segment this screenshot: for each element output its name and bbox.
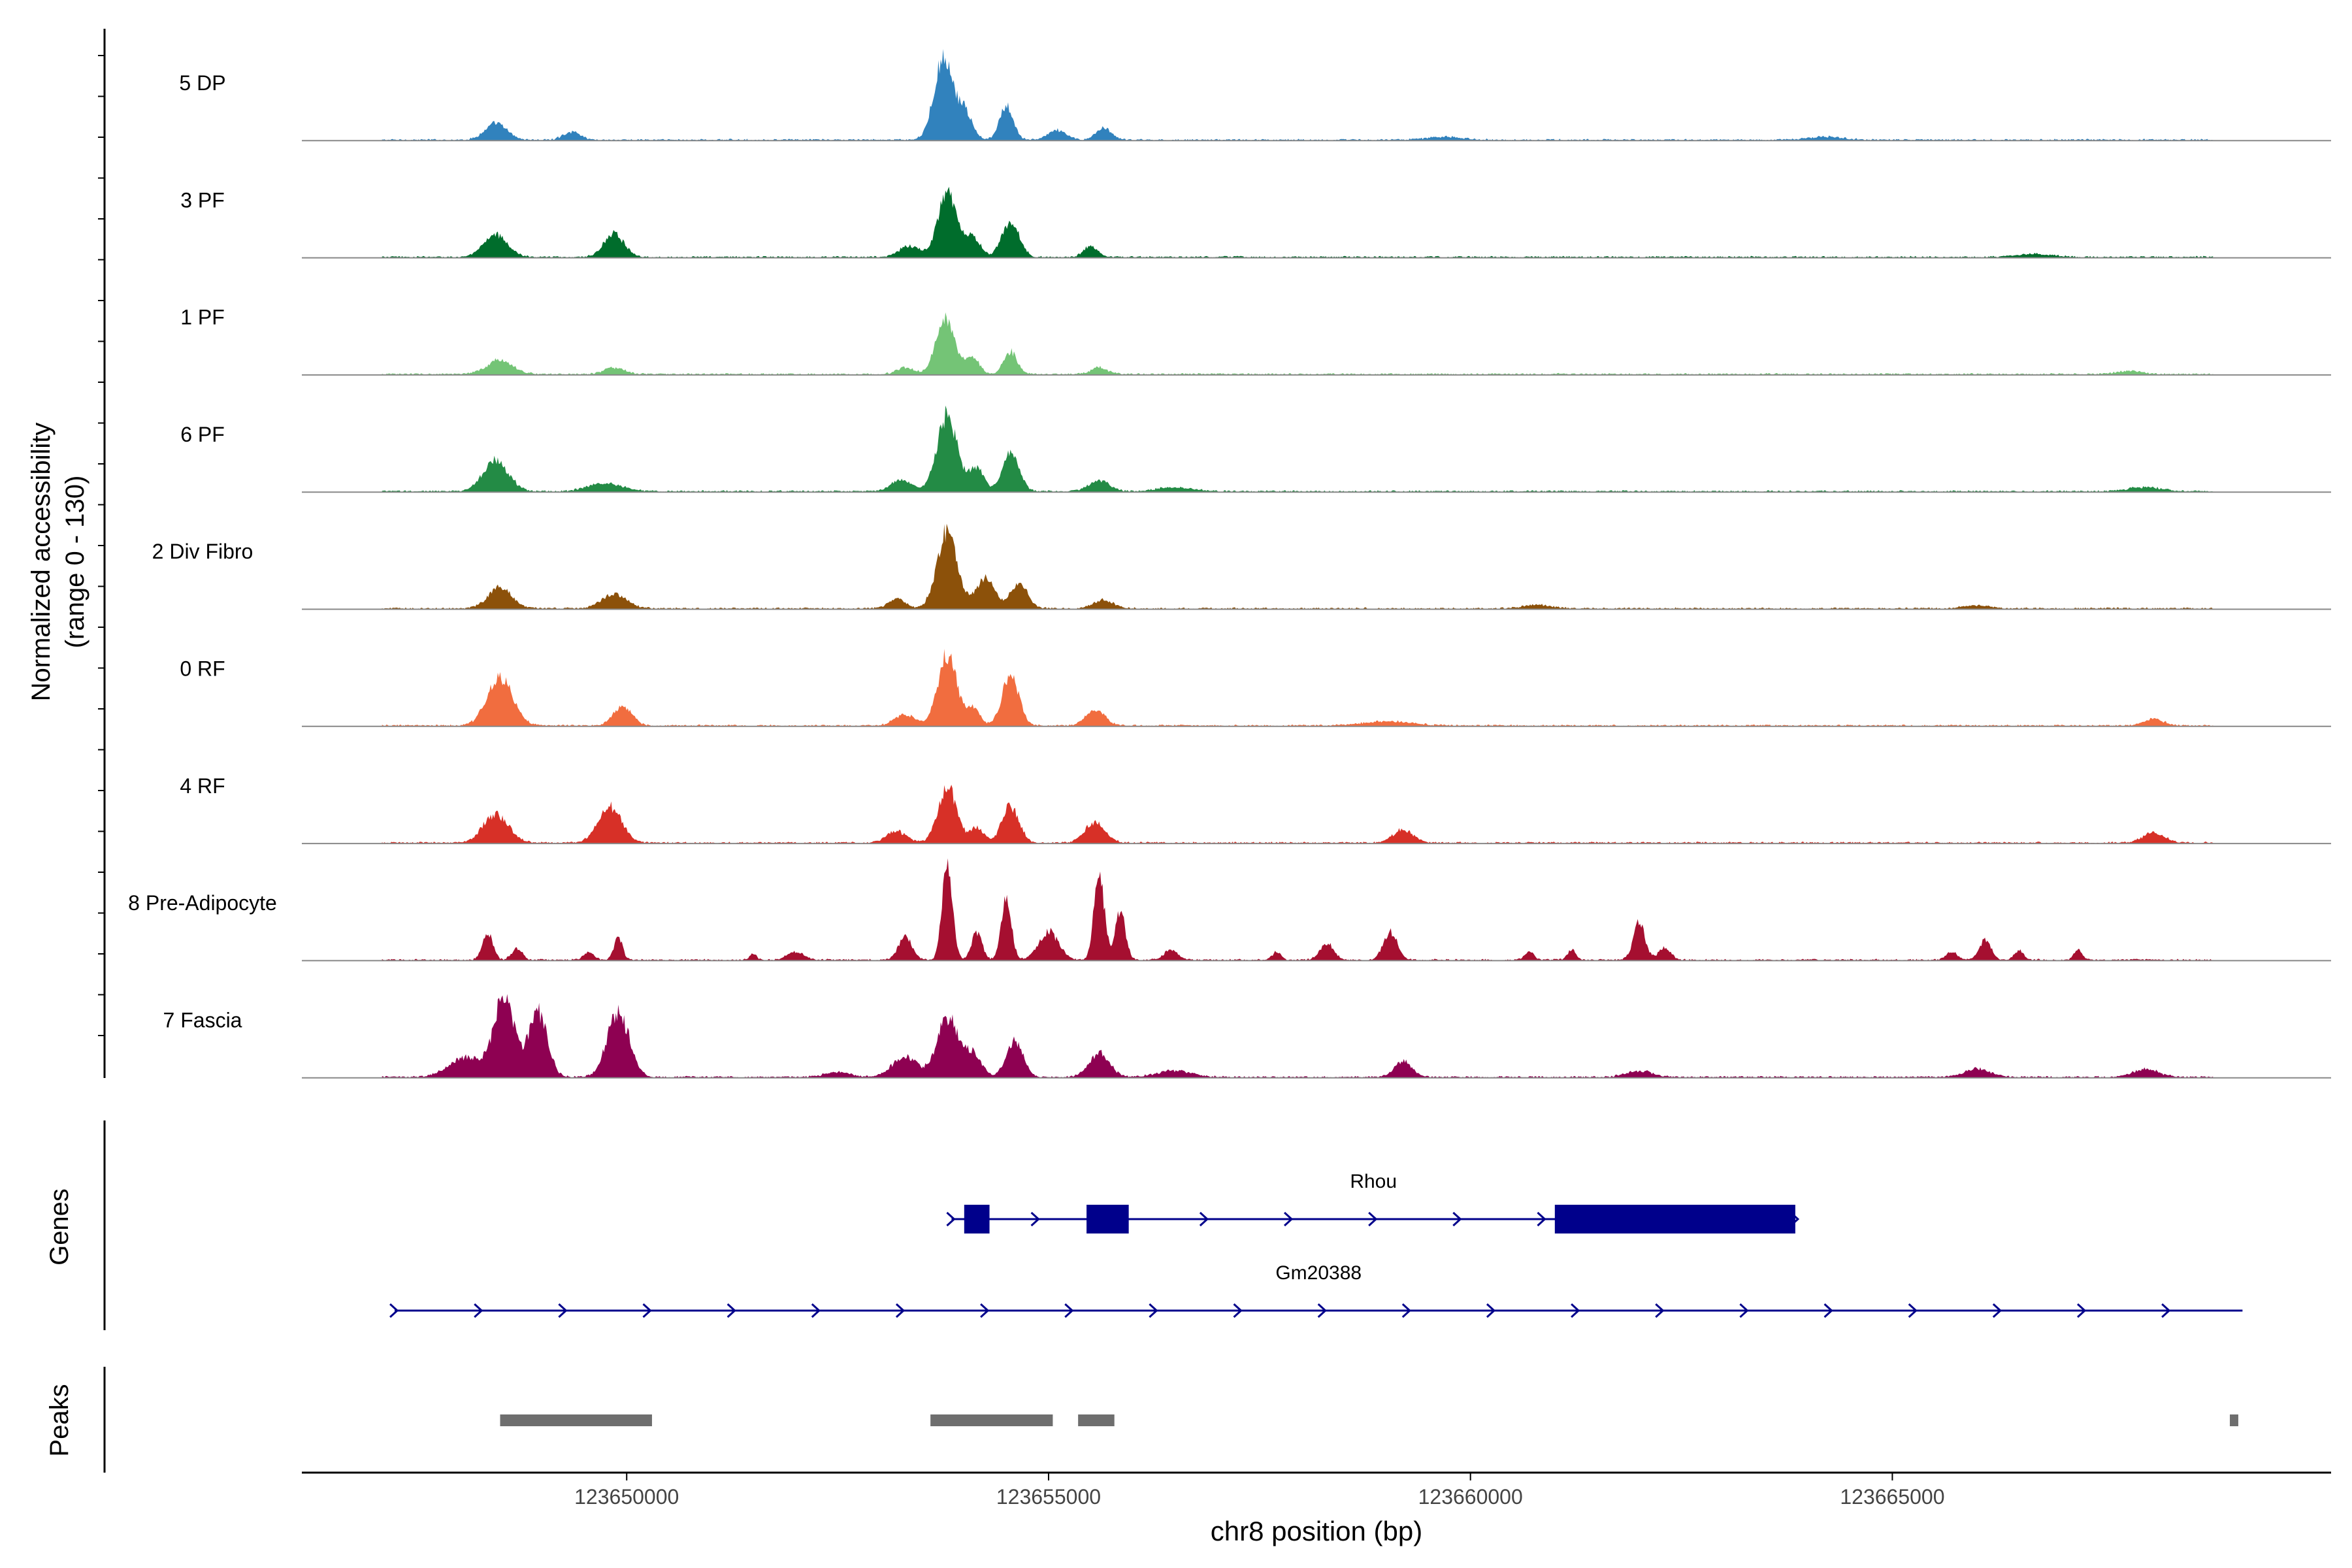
coverage-area-7-fascia xyxy=(382,994,2213,1078)
gene-direction-arrow xyxy=(474,1303,483,1318)
gene-label-gm20388: Gm20388 xyxy=(1275,1262,1362,1284)
peak-bar xyxy=(500,1414,652,1426)
coverage-area-0-rf xyxy=(382,649,2213,727)
track-label-6-pf: 6 PF xyxy=(180,423,225,446)
gene-track: Rhou Gm20388 xyxy=(389,1171,2243,1318)
track-label-3-pf: 3 PF xyxy=(180,188,225,212)
gene-direction-arrow xyxy=(1149,1303,1158,1318)
x-tick-label: 123655000 xyxy=(996,1485,1101,1509)
gene-direction-arrow xyxy=(1317,1303,1327,1318)
gene-direction-arrow xyxy=(1739,1303,1749,1318)
track-label-2-div-fibro: 2 Div Fibro xyxy=(152,540,253,563)
gene-direction-arrow xyxy=(642,1303,652,1318)
coverage-area-5-dp xyxy=(382,49,2213,141)
peak-bar xyxy=(1078,1414,1115,1426)
x-tick-label: 123650000 xyxy=(574,1485,679,1509)
gene-direction-arrow xyxy=(727,1303,736,1318)
gene-direction-arrow xyxy=(1284,1211,1294,1227)
gene-exon-rhou xyxy=(1086,1205,1129,1233)
peaks-track-label: Peaks xyxy=(45,1384,74,1456)
gene-direction-arrow xyxy=(1486,1303,1496,1318)
peak-bar xyxy=(2230,1414,2238,1426)
gene-direction-arrow xyxy=(2161,1303,2171,1318)
peak-track xyxy=(500,1414,2238,1426)
gene-direction-arrow xyxy=(558,1303,568,1318)
gene-direction-arrow xyxy=(1571,1303,1580,1318)
x-axis: 123650000 123655000 123660000 123665000 xyxy=(302,1471,2331,1509)
coverage-area-4-rf xyxy=(382,785,2213,844)
coverage-area-3-pf xyxy=(382,186,2213,258)
coverage-area-2-div-fibro xyxy=(382,523,2213,610)
gene-direction-arrow xyxy=(1401,1303,1412,1318)
gene-direction-arrow xyxy=(980,1303,990,1318)
gene-direction-arrow xyxy=(1537,1211,1546,1227)
gene-direction-arrow xyxy=(946,1211,956,1227)
gene-label-rhou: Rhou xyxy=(1350,1171,1397,1192)
left-axes xyxy=(98,29,106,1473)
x-tick-label: 123660000 xyxy=(1418,1485,1523,1509)
gene-direction-arrow xyxy=(1452,1211,1462,1227)
coverage-area-8-pre-adipocyte xyxy=(382,858,2213,961)
gene-direction-arrow xyxy=(1823,1303,1833,1318)
gene-direction-arrow xyxy=(1233,1303,1243,1318)
gene-direction-arrow xyxy=(2077,1303,2087,1318)
track-label-7-fascia: 7 Fascia xyxy=(163,1008,242,1032)
gene-direction-arrow xyxy=(1199,1211,1209,1227)
gene-exon-rhou xyxy=(964,1205,990,1233)
track-label-1-pf: 1 PF xyxy=(180,306,225,329)
gene-direction-arrow xyxy=(1655,1303,1665,1318)
track-label-8-pre-adipocyte: 8 Pre-Adipocyte xyxy=(128,891,277,915)
gene-direction-arrow xyxy=(1368,1211,1378,1227)
track-label-4-rf: 4 RF xyxy=(180,774,225,798)
genes-track-label: Genes xyxy=(45,1188,74,1266)
track-label-5-dp: 5 DP xyxy=(179,71,225,95)
gene-direction-arrow xyxy=(895,1303,906,1318)
coverage-area-6-pf xyxy=(382,405,2213,493)
coverage-tracks: 5 DP 3 PF 1 PF 6 PF 2 Div Fibro 0 RF 4 RF 8 Pre… xyxy=(128,49,2331,1079)
gene-direction-arrow xyxy=(1064,1303,1074,1318)
gene-direction-arrow xyxy=(389,1303,399,1318)
gene-direction-arrow xyxy=(1992,1303,2002,1318)
x-tick-label: 123665000 xyxy=(1840,1485,1944,1509)
peak-bar xyxy=(930,1414,1053,1426)
gene-direction-arrow xyxy=(811,1303,821,1318)
coverage-ylabel-line1: Normalized accessibility xyxy=(27,423,56,702)
gene-direction-arrow xyxy=(1908,1303,1918,1318)
gene-exon-rhou xyxy=(1554,1205,1795,1233)
track-label-0-rf: 0 RF xyxy=(180,657,225,681)
x-axis-title: chr8 position (bp) xyxy=(1211,1516,1423,1546)
gene-direction-arrow xyxy=(1030,1211,1040,1227)
coverage-area-1-pf xyxy=(382,312,2213,375)
coverage-ylabel-line2: (range 0 - 130) xyxy=(61,476,90,649)
